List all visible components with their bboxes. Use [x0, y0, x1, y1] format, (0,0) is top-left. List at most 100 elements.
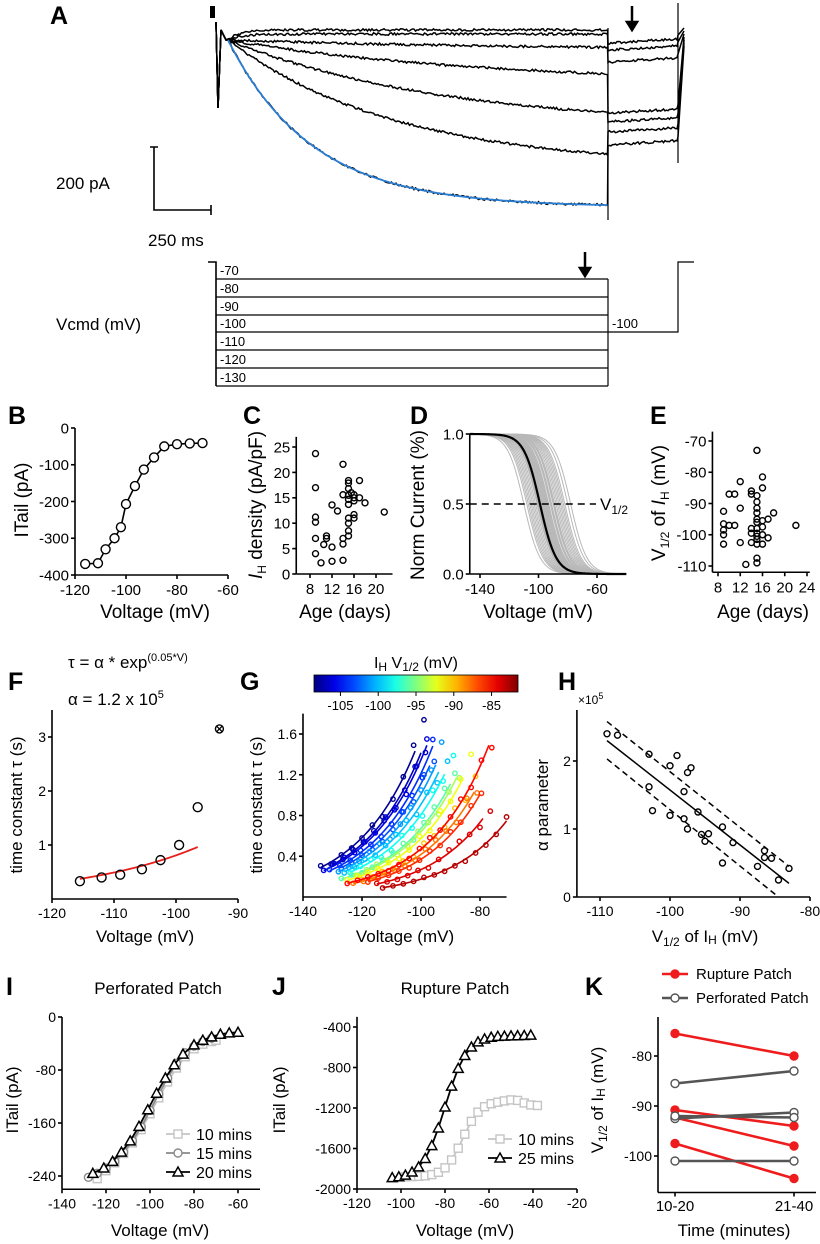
colorbar-title: IH V1/2 (mV) — [374, 655, 458, 674]
y-label-rest: density (pA/pF) — [246, 431, 267, 565]
data-point — [74, 875, 86, 887]
data-point — [789, 1173, 799, 1184]
data-point — [351, 849, 358, 856]
y-tick-label: 0 — [563, 889, 571, 905]
y-tick-label: 0 — [48, 1009, 56, 1025]
x-tick-label: -90 — [228, 905, 248, 921]
x-tick-label: -140 — [289, 903, 317, 919]
legend-label: 25 mins — [518, 1151, 574, 1168]
formula: τ = α * exp(0.05*V) — [68, 652, 188, 672]
data-point — [730, 490, 739, 498]
data-point — [670, 1111, 680, 1121]
data-point — [311, 518, 320, 526]
x-label-of: of I — [680, 927, 708, 946]
panel-c: C IH density (pA/pF) Age (days) 8 12 16 20 0… — [243, 402, 393, 623]
data-point — [361, 499, 369, 507]
protocol-holding — [208, 261, 217, 386]
data-point — [718, 859, 727, 867]
y-label-sub2: H — [658, 491, 672, 500]
data-point — [753, 491, 761, 500]
data-point — [328, 501, 336, 509]
data-point — [356, 858, 362, 865]
data-point — [350, 514, 358, 522]
y-tick-label: -800 — [323, 1060, 351, 1076]
data-point — [114, 869, 126, 880]
data-point — [452, 770, 458, 777]
y-axis-label: ITail (pA) — [270, 1066, 289, 1133]
data-point — [719, 507, 728, 516]
data-point — [416, 845, 423, 852]
data-point — [92, 558, 104, 569]
data-point — [425, 865, 432, 871]
data-point — [487, 808, 494, 815]
x-axis-label: Voltage (mV) — [356, 927, 454, 946]
confidence-upper-line — [606, 720, 790, 867]
data-point — [697, 830, 706, 839]
data-point — [344, 880, 351, 887]
data-point — [758, 523, 767, 531]
panel-title: Rupture Patch — [401, 979, 510, 998]
y-tick-label: -300 — [39, 531, 69, 548]
y-label-sub: 1/2 — [658, 531, 672, 548]
data-point — [431, 804, 438, 810]
data-point — [694, 808, 702, 816]
x-axis-label: V1/2 of IH (mV) — [652, 927, 759, 949]
data-point — [457, 796, 464, 803]
data-point — [311, 549, 320, 558]
data-point — [719, 526, 728, 534]
data-point — [444, 758, 451, 765]
data-point — [406, 855, 413, 862]
legend-label: Rupture Patch — [696, 966, 792, 983]
data-point-triangle — [167, 1058, 181, 1070]
data-point-triangle — [231, 1025, 245, 1037]
y-tick-label: 2 — [38, 783, 46, 799]
data-point — [753, 862, 762, 871]
multiplier-exponent: 5 — [598, 691, 603, 701]
data-point — [477, 824, 483, 831]
y-tick-label: 1 — [563, 821, 571, 837]
y-tick-label: -2000 — [315, 1181, 351, 1197]
x-tick-label: -100 — [656, 903, 684, 919]
data-point — [736, 538, 744, 547]
data-point — [364, 879, 371, 886]
data-point — [404, 872, 411, 879]
y-label-tail: (mV) — [588, 1047, 607, 1089]
panel-h: H ×105 α parameter V1/2 of IH (mV) -110-… — [533, 668, 820, 949]
data-point — [364, 874, 371, 880]
data-point — [415, 867, 421, 874]
y-axis-label: Norm Current (%) — [408, 430, 429, 580]
data-point — [758, 484, 767, 492]
y-tick-label: 0 — [61, 420, 69, 437]
current-trace — [215, 21, 685, 124]
data-point — [413, 811, 420, 818]
data-point-triangle — [205, 1030, 218, 1042]
data-point — [138, 464, 150, 475]
regression-line — [606, 740, 790, 884]
data-point — [450, 752, 457, 759]
panel-letter: J — [272, 973, 286, 1001]
panel-d: D Norm Current (%) Voltage (mV) V1/2 -14… — [408, 402, 628, 623]
y-tick-label: -240 — [28, 1168, 56, 1184]
data-point — [493, 831, 500, 838]
x-axis-label: Age (days) — [299, 602, 391, 623]
y-label-sub: 1/2 — [596, 1125, 610, 1142]
data-point — [339, 540, 347, 548]
y-tick-label: -110 — [678, 558, 707, 575]
panel-j: J Rupture Patch ITail (pA) Voltage (mV) … — [270, 973, 587, 1240]
data-point-triangle — [150, 1086, 163, 1098]
protocol-tail — [607, 261, 694, 386]
data-point — [344, 876, 351, 883]
confidence-lower-line — [606, 758, 779, 898]
panel-letter: K — [585, 973, 603, 1001]
data-point — [328, 557, 336, 565]
data-point — [322, 532, 331, 540]
data-point — [603, 730, 611, 738]
data-point — [680, 787, 688, 796]
y-axis-label: time constant τ (s) — [7, 736, 26, 873]
vhalf-annotation: V1/2 — [600, 495, 628, 517]
x-tick-label: 21-40 — [775, 1198, 813, 1215]
y-axis-label: V1/2 of IH (mV) — [649, 445, 672, 561]
data-point — [416, 857, 423, 864]
scale-bar — [150, 146, 212, 215]
data-point — [79, 558, 91, 570]
